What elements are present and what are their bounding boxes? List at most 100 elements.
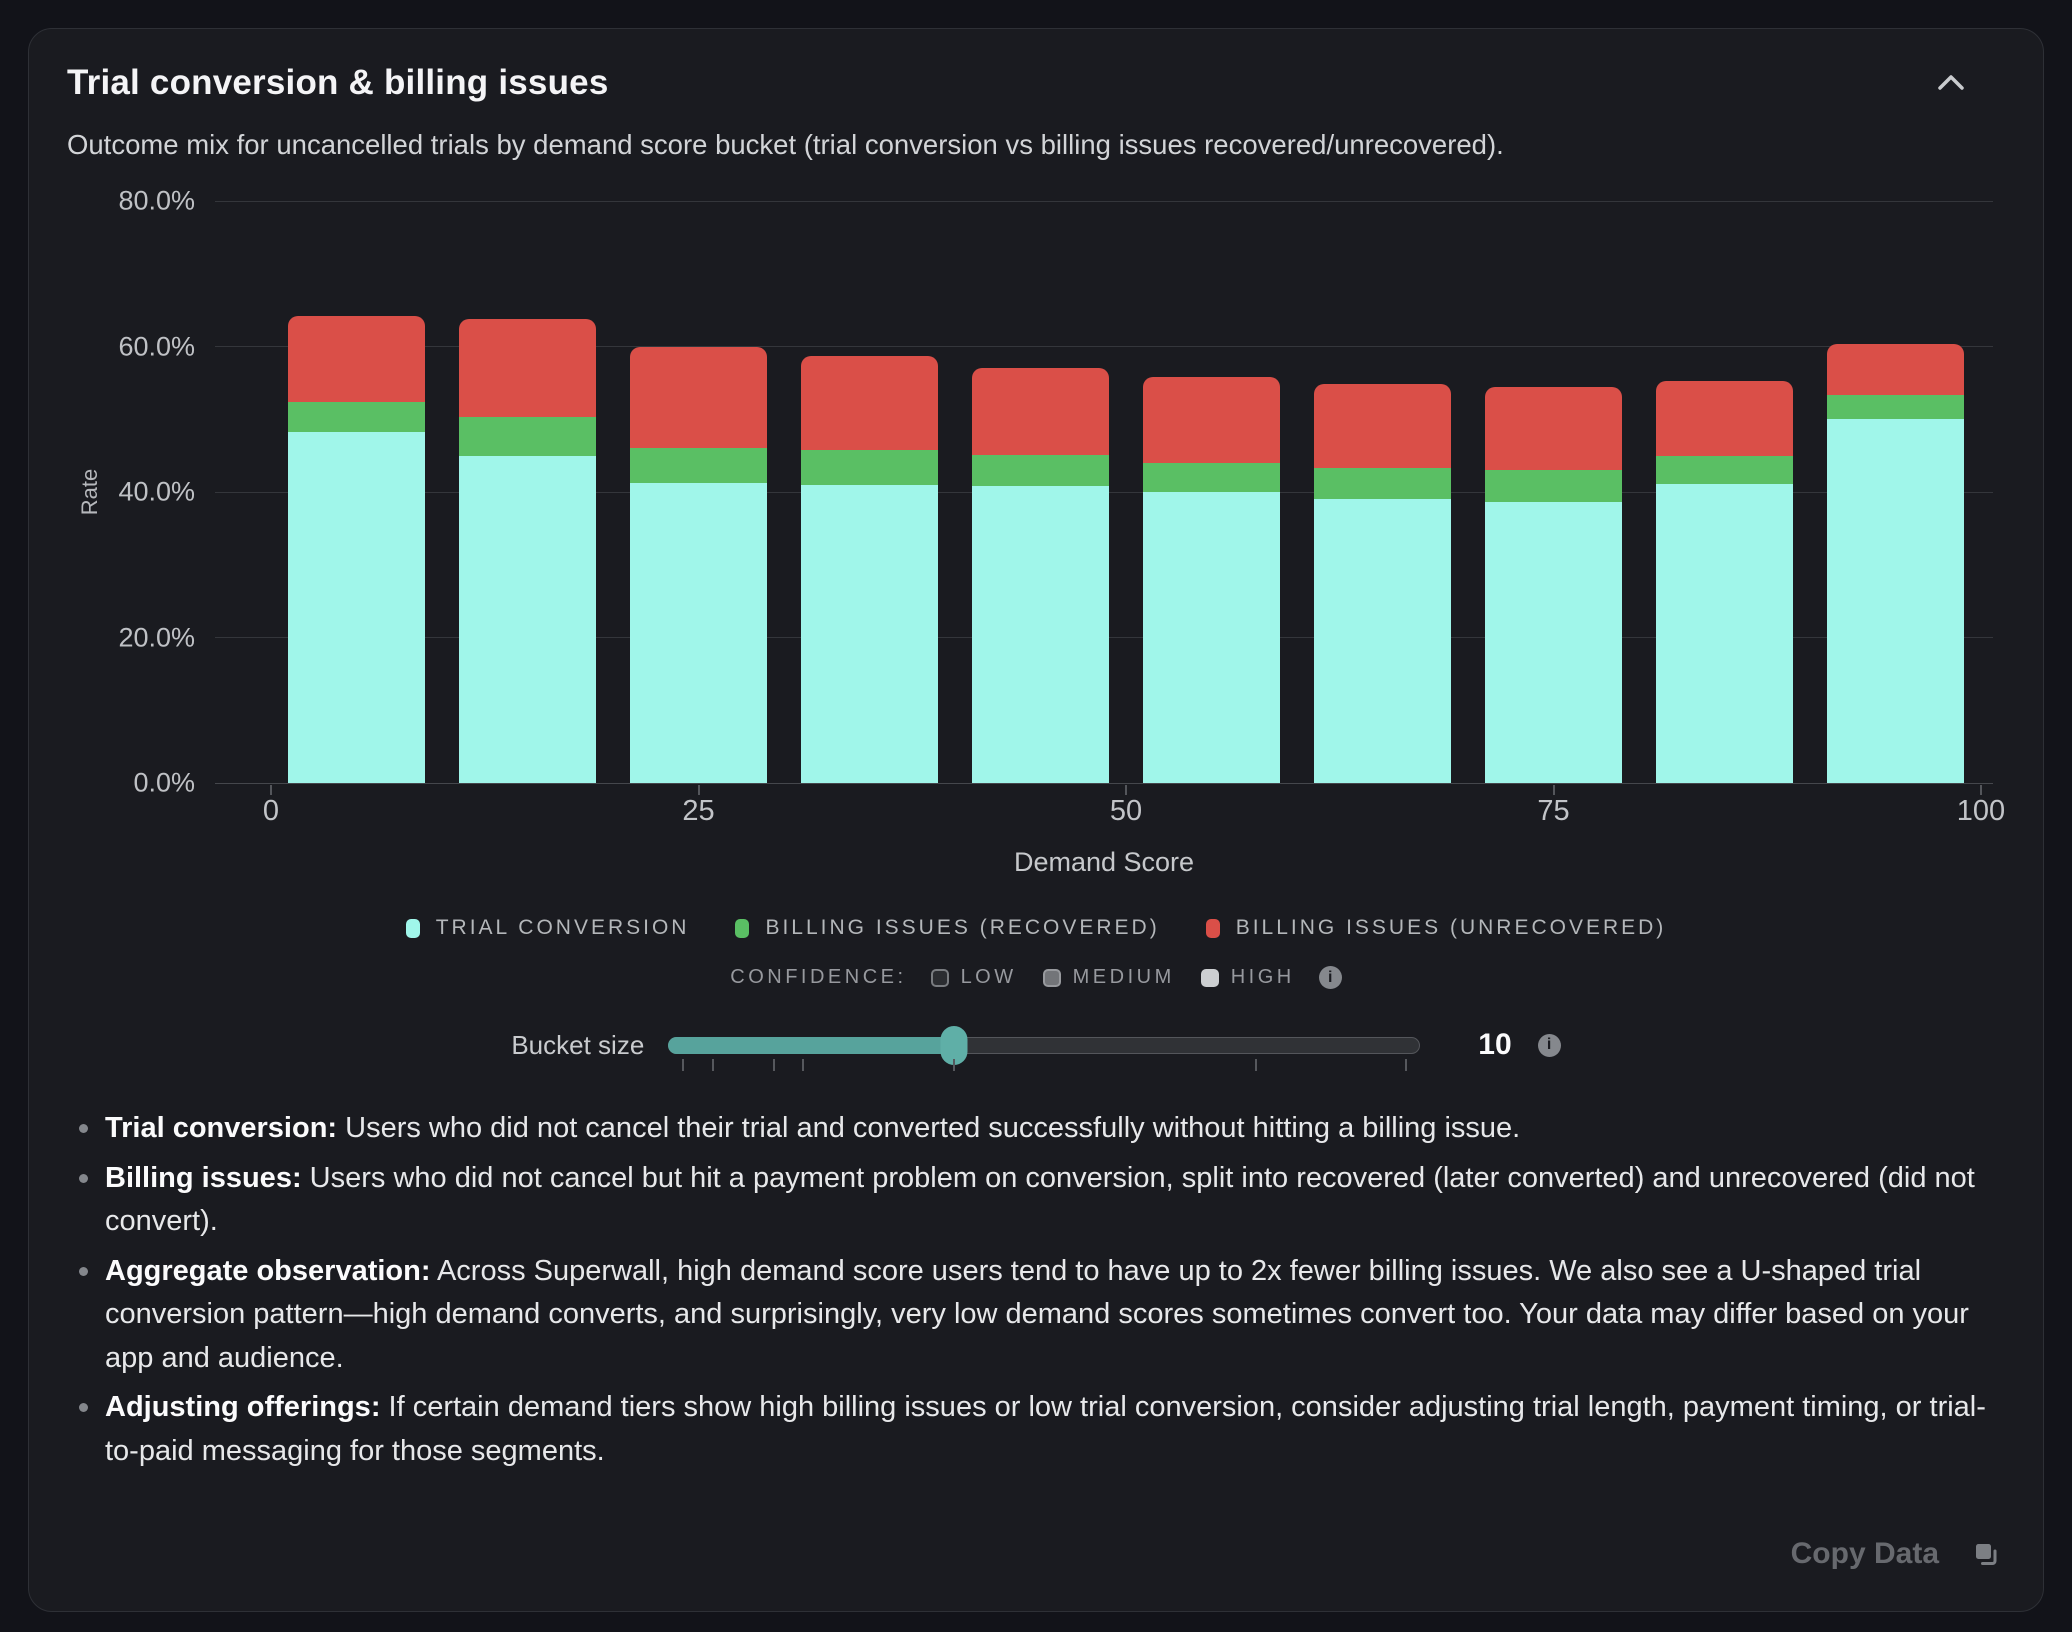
bar-segment-trial-conversion[interactable] <box>800 484 939 783</box>
copy-data-label: Copy Data <box>1790 1537 1939 1570</box>
bar-segment-trial-conversion[interactable] <box>971 486 1110 783</box>
bar-segment-trial-conversion[interactable] <box>1655 483 1794 783</box>
trial-conversion-card: Trial conversion & billing issues Outcom… <box>28 28 2044 1612</box>
stacked-bar[interactable] <box>287 315 426 783</box>
x-tick-label: 100 <box>1956 795 2006 827</box>
gridline <box>215 346 1993 347</box>
bar-column-60-70 <box>1297 201 1468 783</box>
bar-segment-billing-issues-recovered[interactable] <box>1484 470 1623 503</box>
bar-segment-billing-issues-recovered[interactable] <box>1313 468 1452 499</box>
note-text: Users who did not cancel but hit a payme… <box>105 1161 1975 1238</box>
x-tick-label: 25 <box>682 795 715 827</box>
confidence-option-label: LOW <box>960 966 1017 988</box>
info-icon[interactable]: i <box>1537 1033 1561 1057</box>
legend-item[interactable]: TRIAL CONVERSION <box>405 916 690 940</box>
bar-column-40-50 <box>955 201 1126 783</box>
x-tick <box>1125 785 1127 795</box>
bar-column-0-10 <box>271 201 442 783</box>
bar-column-80-90 <box>1639 201 1810 783</box>
bar-segment-billing-issues-unrecovered[interactable] <box>458 318 597 418</box>
bar-segment-trial-conversion[interactable] <box>1826 418 1965 783</box>
x-tick <box>270 785 272 795</box>
slider-fill <box>668 1037 955 1054</box>
bar-segment-billing-issues-unrecovered[interactable] <box>1142 377 1281 463</box>
x-tick-label: 0 <box>262 795 280 827</box>
confidence-option-medium[interactable]: MEDIUM <box>1042 966 1175 989</box>
info-icon[interactable]: i <box>1318 966 1342 989</box>
stacked-bar[interactable] <box>1142 377 1281 783</box>
legend-swatch <box>735 918 750 938</box>
y-axis-title-col: Rate <box>67 201 113 783</box>
confidence-option-label: HIGH <box>1230 966 1295 988</box>
bar-segment-billing-issues-recovered[interactable] <box>458 417 597 457</box>
bar-segment-trial-conversion[interactable] <box>1313 498 1452 783</box>
bar-segment-billing-issues-recovered[interactable] <box>1826 395 1965 419</box>
card-header: Trial conversion & billing issues <box>67 63 2005 103</box>
bar-segment-trial-conversion[interactable] <box>1484 502 1623 783</box>
note-item: Billing issues: Users who did not cancel… <box>79 1157 2005 1244</box>
y-tick-label: 40.0% <box>118 476 195 507</box>
x-tick <box>1980 785 1982 795</box>
bar-segment-billing-issues-unrecovered[interactable] <box>287 315 426 402</box>
bar-segment-billing-issues-unrecovered[interactable] <box>1655 381 1794 456</box>
bar-segment-billing-issues-recovered[interactable] <box>800 449 939 485</box>
confidence-option-low[interactable]: LOW <box>930 966 1017 989</box>
x-tick-label: 75 <box>1537 795 1570 827</box>
confidence-swatch-low <box>930 968 949 987</box>
slider-tick-mark <box>773 1059 776 1071</box>
slider-thumb[interactable] <box>940 1026 968 1065</box>
note-lead: Billing issues: <box>105 1161 302 1194</box>
slider-tick-mark <box>711 1059 714 1071</box>
note-lead: Aggregate observation: <box>105 1254 431 1287</box>
copy-data-button[interactable]: Copy Data <box>1791 1537 1999 1571</box>
bar-segment-billing-issues-unrecovered[interactable] <box>971 367 1110 455</box>
slider-tick-mark <box>1254 1059 1257 1071</box>
bar-column-70-80 <box>1468 201 1639 783</box>
slider-tick-mark <box>681 1059 684 1071</box>
x-tick <box>697 785 700 795</box>
stacked-bar[interactable] <box>1484 386 1623 783</box>
bar-segment-billing-issues-recovered[interactable] <box>1655 455 1794 484</box>
bar-segment-billing-issues-recovered[interactable] <box>971 454 1110 487</box>
bar-segment-trial-conversion[interactable] <box>1142 491 1281 783</box>
stacked-bar[interactable] <box>1313 384 1452 783</box>
x-axis-ticks <box>270 783 1982 795</box>
bar-segment-billing-issues-unrecovered[interactable] <box>1313 384 1452 468</box>
bar-segment-trial-conversion[interactable] <box>458 456 597 783</box>
x-axis-line <box>215 782 1993 784</box>
bar-segment-billing-issues-unrecovered[interactable] <box>1484 386 1623 471</box>
bar-column-50-60 <box>1126 201 1297 783</box>
bar-segment-billing-issues-unrecovered[interactable] <box>1826 343 1965 396</box>
legend-swatch <box>1205 918 1220 938</box>
bar-column-10-20 <box>442 201 613 783</box>
bar-segment-billing-issues-recovered[interactable] <box>1142 462 1281 492</box>
note-item: Aggregate observation: Across Superwall,… <box>79 1250 2005 1381</box>
stacked-bar[interactable] <box>800 355 939 783</box>
bar-segment-billing-issues-recovered[interactable] <box>629 447 768 483</box>
legend-item[interactable]: BILLING ISSUES (UNRECOVERED) <box>1205 916 1667 940</box>
legend-label: BILLING ISSUES (RECOVERED) <box>765 916 1160 939</box>
y-tick-label: 80.0% <box>118 185 195 216</box>
bar-column-90-100 <box>1810 201 1981 783</box>
collapse-button[interactable] <box>1929 65 1973 101</box>
stacked-bar[interactable] <box>1826 343 1965 783</box>
bucket-size-slider[interactable] <box>668 1023 1421 1071</box>
bar-segment-billing-issues-unrecovered[interactable] <box>629 347 768 448</box>
bar-segment-trial-conversion[interactable] <box>287 432 426 783</box>
bar-segment-trial-conversion[interactable] <box>629 482 768 783</box>
slider-tick-mark <box>953 1059 956 1071</box>
x-axis-labels: 0 25 50 75 100 <box>215 795 2005 837</box>
stacked-bar[interactable] <box>629 347 768 783</box>
stacked-bar[interactable] <box>1655 381 1794 783</box>
bar-segment-billing-issues-unrecovered[interactable] <box>800 355 939 450</box>
note-lead: Adjusting offerings: <box>105 1391 381 1423</box>
confidence-option-high[interactable]: HIGH <box>1200 966 1295 989</box>
legend-item[interactable]: BILLING ISSUES (RECOVERED) <box>735 916 1159 940</box>
stacked-bar[interactable] <box>458 318 597 783</box>
note-lead: Trial conversion: <box>105 1112 338 1144</box>
y-axis-title: Rate <box>77 468 102 516</box>
stacked-bar[interactable] <box>971 367 1110 783</box>
page-title: Trial conversion & billing issues <box>67 63 609 102</box>
legend-label: TRIAL CONVERSION <box>435 916 690 939</box>
bar-segment-billing-issues-recovered[interactable] <box>287 401 426 433</box>
